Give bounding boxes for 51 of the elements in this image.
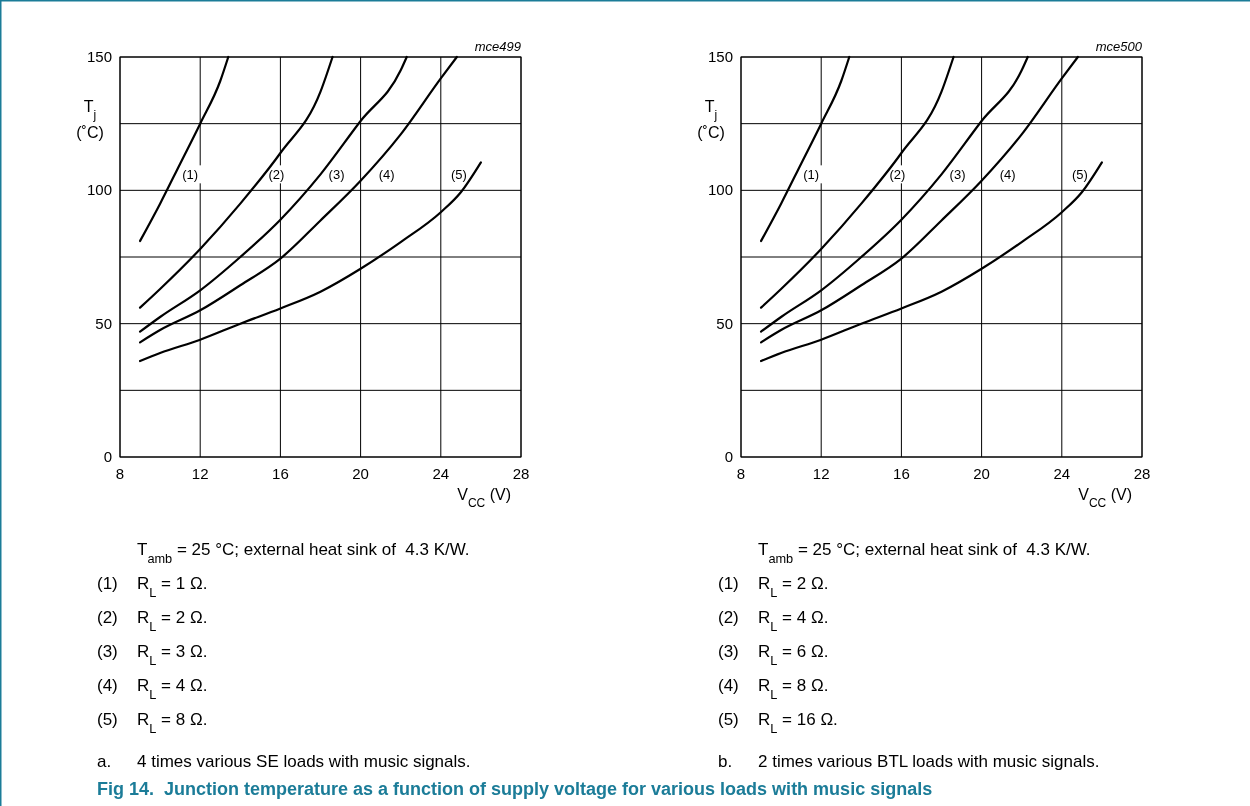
text: (2) R$_{L}$ = 2 Ω. (97, 608, 208, 634)
y-tick-label: 100 (707, 181, 733, 199)
text: b. 2 times various BTL loads with music signals. (718, 752, 1100, 771)
x-tick-label: 24 (1053, 465, 1071, 482)
annotation: (4) (999, 167, 1016, 183)
x-tick-label: 12 (191, 465, 209, 482)
x-tick-label: 24 (432, 465, 450, 482)
text: (3) R$_{L}$ = 6 Ω. (718, 642, 829, 668)
x-tick-label: 20 (973, 465, 990, 482)
x-tick-label: 28 (1133, 465, 1151, 482)
text: (3) R$_{L}$ = 3 Ω. (97, 642, 208, 668)
text: T$_{amb}$ = 25 °C; external heat sink of 4.3 K/W. (758, 540, 1091, 566)
x-tick-label: 16 (893, 465, 910, 482)
y-tick-label: 50 (95, 314, 112, 332)
x-tick-label: 12 (812, 465, 830, 482)
text: (1) R$_{L}$ = 2 Ω. (718, 574, 829, 600)
y-axis-title: T$_{j}$ (˚C) (76, 98, 104, 141)
y-tick-label: 0 (103, 448, 112, 465)
text: (5) R$_{L}$ = 16 Ω. (718, 710, 838, 736)
text: mce499 (474, 39, 521, 54)
text: (5) R$_{L}$ = 8 Ω. (97, 710, 208, 736)
x-tick-label: 8 (736, 465, 746, 482)
x-tick-label: 20 (352, 465, 369, 482)
x-tick-label: 28 (512, 465, 530, 482)
y-tick-label: 150 (86, 48, 112, 65)
annotation: (3) (328, 167, 345, 183)
annotation: (5) (1071, 167, 1088, 183)
x-tick-label: 8 (115, 465, 125, 482)
annotation: (4) (378, 167, 395, 183)
y-tick-label: 0 (724, 448, 733, 465)
x-tick-label: 16 (272, 465, 289, 482)
annotation: (2) (889, 167, 906, 183)
text: (2) R$_{L}$ = 4 Ω. (718, 608, 829, 634)
x-axis-title: V$_{CC}$ (V) (1078, 486, 1132, 510)
annotation: (3) (949, 167, 966, 183)
annotation: (1) (182, 167, 199, 183)
annotation: (5) (450, 167, 467, 183)
y-tick-label: 100 (86, 181, 112, 199)
y-tick-label: 150 (707, 48, 733, 65)
text: (4) R$_{L}$ = 8 Ω. (718, 676, 829, 702)
text: mce500 (1095, 39, 1143, 54)
text: T$_{amb}$ = 25 °C; external heat sink of 4.3 K/W. (137, 540, 470, 566)
annotation: (1) (803, 167, 820, 183)
text: Fig 14. Junction temperature as a function of supply voltage for various loads with music signals (97, 779, 933, 799)
y-tick-label: 50 (716, 314, 733, 332)
y-axis-title: T$_{j}$ (˚C) (697, 98, 725, 141)
annotation: (2) (268, 167, 285, 183)
text: a. 4 times various SE loads with music signals. (97, 752, 471, 771)
x-axis-title: V$_{CC}$ (V) (457, 486, 511, 510)
text: (4) R$_{L}$ = 4 Ω. (97, 676, 208, 702)
text: (1) R$_{L}$ = 1 Ω. (97, 574, 208, 600)
